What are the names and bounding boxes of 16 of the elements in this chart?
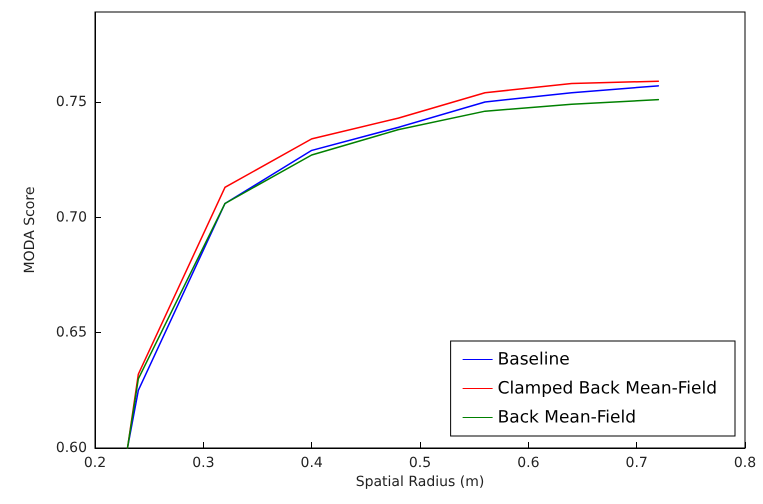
x-tick-label: 0.2: [84, 455, 106, 471]
x-tick-label: 0.6: [517, 455, 540, 471]
y-tick-label: 0.60: [56, 440, 87, 456]
legend-label: Clamped Back Mean-Field: [498, 378, 718, 398]
x-tick-label: 0.7: [626, 455, 648, 471]
x-tick-label: 0.5: [408, 455, 432, 471]
x-tick-label: 0.8: [734, 455, 756, 471]
x-axis-title: Spatial Radius (m): [356, 474, 484, 490]
x-tick-label: 0.4: [300, 455, 323, 471]
legend-label: Back Mean-Field: [498, 408, 636, 428]
x-tick-label: 0.3: [192, 455, 214, 471]
legend-label: Baseline: [498, 350, 570, 370]
y-tick-label: 0.75: [56, 94, 87, 110]
y-tick-label: 0.70: [56, 209, 87, 226]
y-axis-title: MODA Score: [22, 186, 38, 274]
y-tick-label: 0.65: [56, 324, 87, 341]
